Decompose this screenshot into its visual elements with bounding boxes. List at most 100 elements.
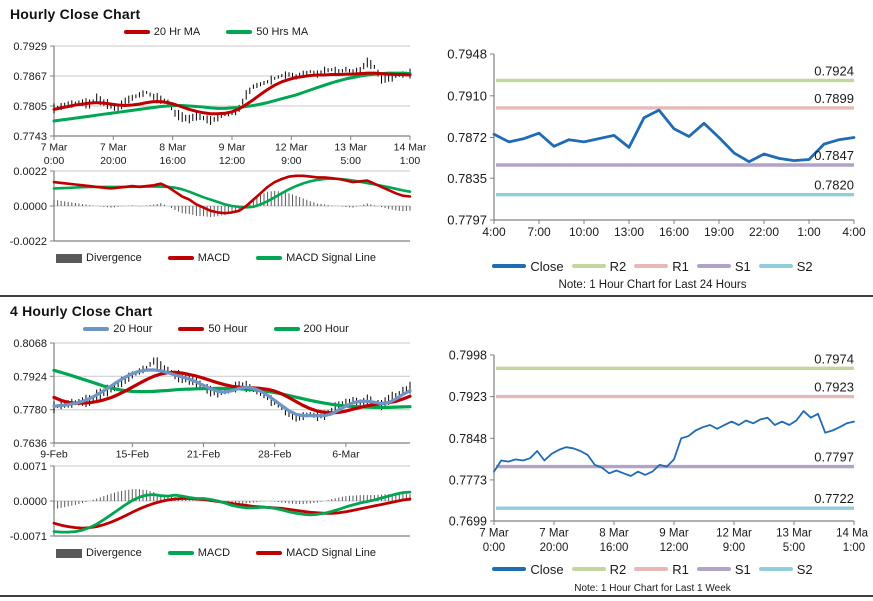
- legend-item-macd: MACD: [167, 252, 231, 264]
- svg-text:0.7820: 0.7820: [814, 178, 854, 193]
- svg-text:14 Mar: 14 Mar: [394, 142, 426, 154]
- svg-text:20:00: 20:00: [100, 155, 126, 166]
- legend-item-s1: S1: [696, 561, 751, 577]
- four-hourly-price-legend: 20 Hour 50 Hour 200 Hour: [83, 321, 349, 337]
- legend-label: S2: [796, 561, 813, 577]
- four-hourly-macd-chart: 0.0071 0.0000 -0.0071: [10, 461, 412, 543]
- svg-text:8 Mar: 8 Mar: [159, 142, 186, 154]
- legend-label: 20 Hour: [113, 323, 153, 335]
- legend-item-s2: S2: [758, 561, 813, 577]
- svg-text:0.7923: 0.7923: [448, 390, 486, 404]
- four-hourly-right-column: 0.7998 0.7923 0.7848 0.7773 0.7699 7 Mar 0:00 7…: [432, 321, 873, 595]
- legend-item-macd-signal-line: MACD Signal Line: [256, 547, 376, 559]
- svg-text:0.7924: 0.7924: [13, 371, 47, 383]
- svg-text:7 Mar: 7 Mar: [479, 528, 509, 540]
- legend-item-200-hour: 200 Hour: [273, 323, 349, 335]
- legend-label: R2: [609, 561, 627, 577]
- svg-text:6-Mar: 6-Mar: [332, 449, 360, 461]
- hourly-macd-chart: 0.0022 0.0000 -0.0022: [10, 166, 412, 248]
- svg-text:0.0000: 0.0000: [13, 496, 47, 508]
- legend-item-close: Close: [492, 258, 564, 274]
- legend-item-r1: R1: [634, 259, 689, 274]
- four-hourly-macd-legend: Divergence MACD MACD Signal Line: [56, 545, 376, 561]
- legend-swatch-icon: [56, 253, 83, 263]
- legend-label: MACD: [197, 252, 231, 264]
- legend-label: 20 Hr MA: [153, 26, 201, 38]
- legend-swatch-icon: [273, 327, 300, 331]
- svg-text:9 Mar: 9 Mar: [659, 528, 689, 540]
- legend-swatch-icon: [571, 567, 606, 571]
- svg-text:5:00: 5:00: [340, 155, 361, 166]
- svg-text:16:00: 16:00: [599, 542, 628, 554]
- hourly-right-column: 0.7948 0.7910 0.7872 0.7835 0.7797 4:00 7:00 10…: [432, 24, 873, 291]
- svg-text:0:00: 0:00: [482, 542, 504, 554]
- svg-text:12 Mar: 12 Mar: [716, 528, 752, 540]
- legend-swatch-icon: [758, 567, 793, 571]
- svg-text:28-Feb: 28-Feb: [258, 449, 291, 461]
- svg-text:0.7848: 0.7848: [448, 432, 486, 446]
- legend-swatch-icon: [178, 327, 205, 331]
- svg-text:13 Mar: 13 Mar: [334, 142, 367, 154]
- legend-swatch-icon: [56, 548, 83, 558]
- svg-text:4:00: 4:00: [842, 225, 866, 239]
- svg-text:0.7910: 0.7910: [447, 88, 487, 103]
- legend-item-20-hr-ma: 20 Hr MA: [123, 26, 201, 38]
- svg-text:9-Feb: 9-Feb: [40, 449, 68, 461]
- legend-label: Close: [530, 258, 564, 274]
- legend-item-50-hrs-ma: 50 Hrs MA: [226, 26, 308, 38]
- svg-text:0.7797: 0.7797: [814, 450, 854, 465]
- svg-text:8 Mar: 8 Mar: [599, 528, 629, 540]
- legend-label: S1: [734, 561, 751, 577]
- legend-label: 200 Hour: [303, 323, 349, 335]
- legend-item-divergence: Divergence: [56, 252, 142, 264]
- svg-text:4:00: 4:00: [482, 225, 506, 239]
- legend-label: 50 Hrs MA: [256, 26, 309, 38]
- svg-text:7:00: 7:00: [527, 225, 551, 239]
- legend-item-r2: R2: [571, 561, 627, 577]
- svg-text:0.7923: 0.7923: [814, 380, 854, 395]
- legend-label: MACD Signal Line: [286, 252, 376, 264]
- svg-text:0.7929: 0.7929: [13, 41, 47, 53]
- svg-text:16:00: 16:00: [160, 155, 186, 166]
- legend-label: R1: [672, 561, 689, 577]
- svg-text:0.7780: 0.7780: [13, 405, 47, 417]
- svg-text:12 Mar: 12 Mar: [275, 142, 308, 154]
- svg-text:5:00: 5:00: [782, 542, 804, 554]
- four-hourly-columns: 20 Hour 50 Hour 200 Hour 0.8068 0.7924 0.778…: [0, 321, 873, 594]
- legend-label: Close: [530, 561, 564, 577]
- svg-text:0.7797: 0.7797: [447, 213, 487, 228]
- hourly-note: Note: 1 Hour Chart for Last 24 Hours: [558, 279, 747, 291]
- svg-text:0.7974: 0.7974: [814, 351, 854, 366]
- svg-text:14 Mar: 14 Mar: [836, 528, 868, 540]
- four-hourly-left-column: 20 Hour 50 Hour 200 Hour 0.8068 0.7924 0.778…: [0, 321, 432, 594]
- legend-item-r2: R2: [571, 258, 627, 274]
- legend-item-50-hour: 50 Hour: [178, 323, 248, 335]
- hourly-section: Hourly Close Chart 20 Hr MA 50 Hrs MA 0.7…: [0, 0, 873, 295]
- bottom-divider: [0, 595, 873, 597]
- section-divider: [0, 295, 873, 297]
- legend-label: R2: [609, 258, 627, 274]
- legend-swatch-icon: [167, 551, 194, 555]
- svg-text:9:00: 9:00: [722, 542, 744, 554]
- svg-text:0.8068: 0.8068: [13, 338, 47, 350]
- svg-text:0.7835: 0.7835: [447, 171, 487, 186]
- weekly-note: Note: 1 Hour Chart for Last 1 Week: [574, 583, 731, 594]
- legend-label: Divergence: [86, 547, 142, 559]
- svg-text:15-Feb: 15-Feb: [116, 449, 149, 461]
- svg-text:-0.0022: -0.0022: [10, 236, 47, 248]
- svg-text:0:00: 0:00: [44, 155, 65, 166]
- hourly-pivot-legend: Close R2 R1 S1 S2: [492, 256, 813, 276]
- legend-swatch-icon: [256, 551, 283, 555]
- svg-text:16:00: 16:00: [658, 225, 688, 239]
- svg-text:0.0071: 0.0071: [13, 461, 47, 473]
- legend-item-r1: R1: [634, 562, 689, 577]
- legend-swatch-icon: [83, 327, 110, 331]
- svg-text:0.7948: 0.7948: [447, 47, 487, 62]
- legend-label: MACD Signal Line: [286, 547, 376, 559]
- svg-text:0.7924: 0.7924: [814, 63, 854, 78]
- legend-item-macd-signal-line: MACD Signal Line: [256, 252, 376, 264]
- hourly-price-legend: 20 Hr MA 50 Hrs MA: [123, 24, 308, 40]
- legend-item-s2: S2: [758, 259, 813, 274]
